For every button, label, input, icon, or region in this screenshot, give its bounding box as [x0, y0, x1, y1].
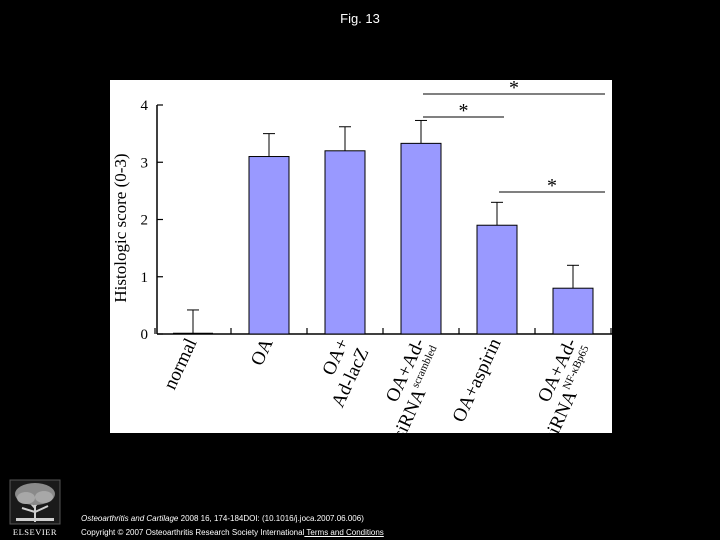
x-tick-label: OA+Ad-siRNAscrambled — [382, 335, 440, 433]
significance-star: * — [459, 100, 469, 122]
significance-star: * — [547, 175, 557, 197]
y-tick-label: 1 — [141, 270, 149, 286]
y-tick-label: 4 — [141, 98, 149, 114]
logo-wordmark: ELSEVIER — [13, 527, 57, 537]
y-tick-label: 2 — [141, 213, 149, 229]
terms-and-conditions-link[interactable]: Terms and Conditions — [304, 528, 384, 537]
y-tick-labels: 0 1 2 3 4 — [141, 98, 149, 343]
x-tick-label: OA+Ad-siRNANF-κBp65 — [534, 335, 592, 433]
y-tick-label: 0 — [141, 327, 149, 343]
bar — [476, 224, 518, 335]
figure-title: Fig. 13 — [340, 11, 380, 26]
significance-brackets: * * * — [423, 80, 605, 197]
bars — [173, 142, 594, 335]
x-tick-label: OA — [247, 335, 278, 369]
copyright-line: Copyright © 2007 Osteoarthritis Research… — [81, 528, 384, 537]
bar — [248, 156, 290, 335]
bar — [552, 287, 594, 335]
citation-details: 2008 16, 174-184DOI: (10.1016/j.joca.200… — [178, 514, 364, 523]
x-tick-label: OA+Ad-lacZ — [318, 335, 373, 411]
citation-line: Osteoarthritis and Cartilage 2008 16, 17… — [81, 514, 364, 523]
y-axis-label: Histologic score (0-3) — [111, 153, 130, 302]
axes — [154, 104, 612, 335]
x-tick-label-line1: normal — [160, 335, 202, 393]
chart-panel: Histologic score (0-3) * * * 0 1 2 3 4 normal O… — [110, 80, 612, 433]
x-tick-label-line1: OA — [247, 335, 278, 369]
copyright-text: Copyright © 2007 Osteoarthritis Research… — [81, 528, 305, 537]
x-tick-label: normal — [160, 335, 202, 393]
x-tick-label-line1: OA+aspirin — [449, 335, 506, 426]
y-tick-label: 3 — [141, 155, 149, 171]
bar — [324, 150, 366, 335]
significance-star: * — [509, 80, 519, 99]
x-tick-labels: normal OA OA+Ad-lacZ OA+Ad-siRNAscrambled OA… — [160, 335, 592, 433]
error-bars — [187, 119, 579, 334]
bar-chart: Histologic score (0-3) * * * 0 1 2 3 4 normal O… — [111, 80, 612, 433]
elsevier-logo: ELSEVIER — [9, 479, 61, 537]
citation-journal: Osteoarthritis and Cartilage — [81, 514, 179, 523]
x-tick-label: OA+aspirin — [449, 335, 506, 426]
bar — [400, 142, 442, 335]
